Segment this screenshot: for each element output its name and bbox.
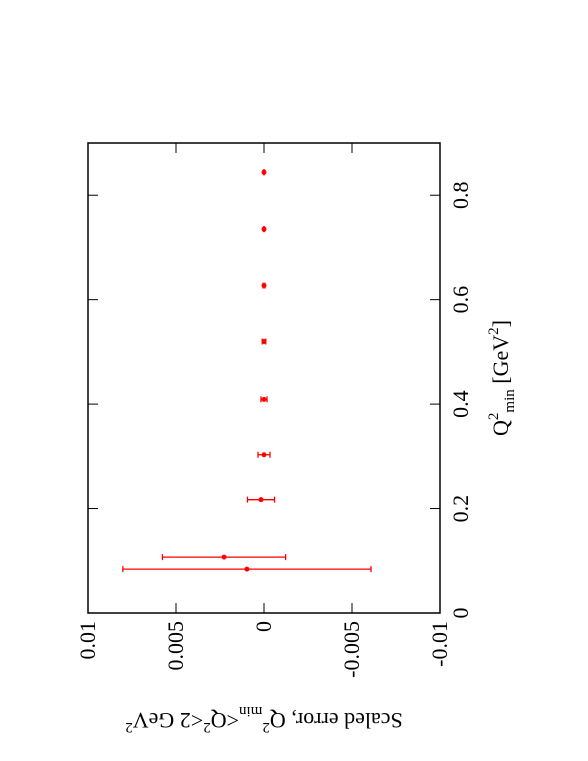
x-axis-label: Q2min [GeV2] — [486, 320, 518, 436]
data-point — [261, 452, 267, 458]
data-point — [258, 497, 264, 503]
y-tick-label: -0.005 — [339, 621, 364, 678]
data-point — [221, 554, 227, 560]
data-point — [261, 169, 267, 175]
y-axis-label: Scaled error, Q2min<Q2<2 GeV2 — [125, 703, 403, 735]
y-tick-label: 0.005 — [163, 621, 188, 671]
y-tick-label: 0.01 — [75, 621, 100, 660]
x-tick-label: 0.4 — [448, 390, 473, 418]
x-tick-label: 0.8 — [448, 181, 473, 209]
x-tick-label: 0 — [448, 608, 473, 619]
data-point — [244, 566, 250, 572]
x-tick-label: 0.6 — [448, 286, 473, 314]
data-point — [261, 226, 267, 232]
data-point — [261, 283, 267, 289]
data-point — [261, 338, 267, 344]
data-point — [261, 396, 267, 402]
plot-frame — [87, 142, 441, 614]
y-tick-label: -0.01 — [427, 621, 452, 667]
rotated-plot: Q2min [GeV2] Scaled error, Q2min<Q2<2 Ge… — [75, 142, 518, 735]
x-tick-label: 0.2 — [448, 495, 473, 522]
y-tick-label: 0 — [251, 621, 276, 632]
